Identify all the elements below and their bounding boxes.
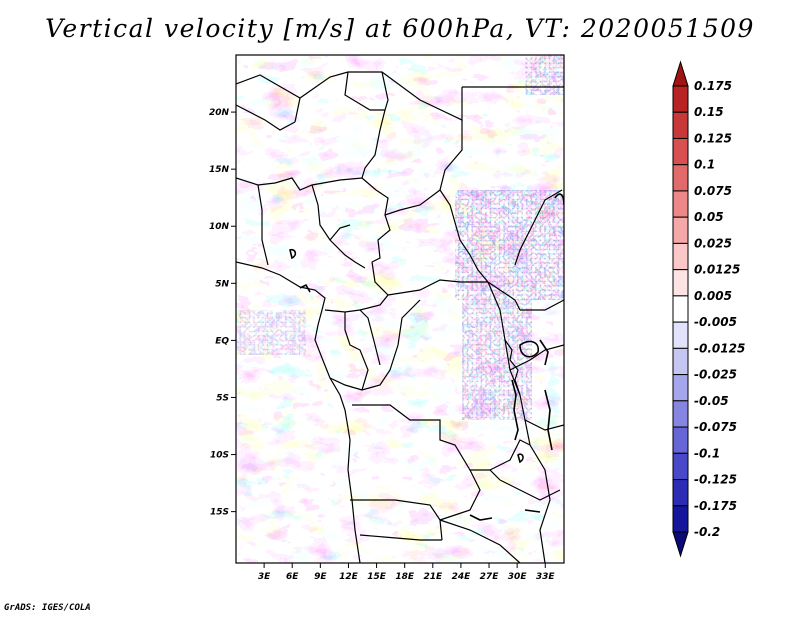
colorbar-label: -0.175 [694,499,737,513]
lon-tick-label: 21E [423,572,443,582]
lon-tick-label: 24E [452,572,472,582]
colorbar-label: 0.05 [694,210,724,224]
colorbar-segment [672,347,689,376]
lat-tick-label: 10S [210,451,229,461]
colorbar-label: -0.0125 [694,341,745,355]
lon-tick-label: 33E [536,572,556,582]
colorbar-segment [672,531,689,558]
lon-tick-label: 9E [314,572,327,582]
colorbar-segment [672,295,689,323]
colorbar: 0.175 0.15 0.125 0.1 0.075 0.05 0.025 0.0125 0.0… [672,60,745,558]
colorbar-label: -0.125 [694,473,737,487]
colorbar-label: 0.175 [694,79,732,93]
colorbar-label: -0.2 [694,525,720,539]
lat-tick-label: 15S [210,508,229,518]
map-frame [235,54,565,564]
lon-tick-label: 27E [480,572,500,582]
colorbar-segment [672,164,689,192]
lon-tick-label: 12E [339,572,359,582]
lon-tick-label: 15E [367,572,387,582]
colorbar-label: -0.05 [694,394,729,408]
colorbar-label: 0.005 [694,289,732,303]
colorbar-segment [672,190,689,218]
colorbar-segment [672,137,689,166]
plot-title: Vertical velocity [m/s] at 600hPa, VT: 2… [45,14,755,43]
lat-tick-label: 5S [216,393,229,403]
grads-credit: GrADS: IGES/COLA [4,603,91,613]
colorbar-segment [672,216,689,244]
colorbar-label: -0.025 [694,368,737,382]
colorbar-segment [672,85,689,113]
colorbar-label: -0.005 [694,315,737,329]
lon-tick-label: 6E [286,572,299,582]
lon-tick-label: 18E [395,572,415,582]
colorbar-segment [672,426,689,454]
colorbar-label: -0.075 [694,420,737,434]
colorbar-label: 0.125 [694,131,732,145]
colorbar-segment [672,111,689,139]
lat-tick-label: 5N [215,279,229,289]
colorbar-segment [672,374,689,402]
lon-tick-label: 3E [258,572,271,582]
colorbar-segment [672,400,689,428]
country-borders [236,71,564,563]
colorbar-segment [672,242,689,271]
colorbar-segment [672,479,689,507]
colorbar-label: -0.1 [694,446,720,460]
colorbar-label: 0.0125 [694,263,740,277]
velocity-field [236,55,564,563]
lat-axis: 20N 15N 10N 5N EQ 5S 10S 15S [209,108,236,518]
lat-tick-label: 15N [209,165,230,175]
lat-tick-label: 20N [209,108,230,118]
colorbar-label: 0.15 [694,105,724,119]
colorbar-segment [672,269,689,297]
colorbar-segment [672,452,689,481]
colorbar-label: 0.075 [694,184,732,198]
lake-outlines [289,193,564,521]
colorbar-segment [672,505,689,533]
colorbar-segment [672,60,689,87]
lat-tick-label: EQ [215,336,229,346]
colorbar-segment [672,321,689,349]
colorbar-label: 0.025 [694,236,732,250]
colorbar-label: 0.1 [694,158,715,172]
lat-tick-label: 10N [209,222,230,232]
lon-axis: 3E 6E 9E 12E 15E 18E 21E 24E 27E 30E 33E [258,563,556,582]
lon-tick-label: 30E [508,572,528,582]
